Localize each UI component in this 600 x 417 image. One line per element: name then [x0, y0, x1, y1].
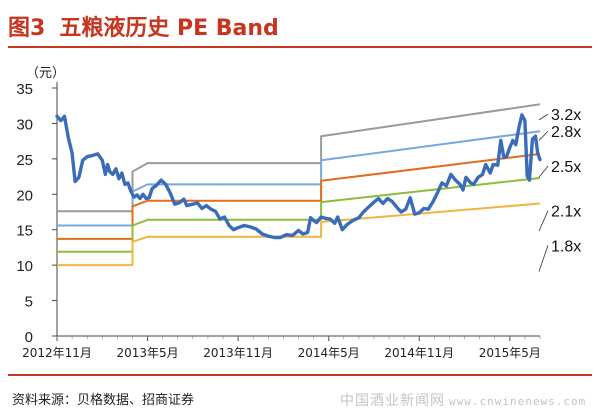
pe-band-line-3-2x [57, 103, 541, 213]
x-tick-label: 2012年11月 [22, 346, 92, 360]
x-tick-label: 2014年11月 [384, 346, 454, 360]
y-axis-unit-label: （元） [26, 66, 66, 81]
y-tick-label: 30 [16, 116, 33, 133]
source-note: 资料来源：贝格数据、招商证券 [12, 393, 195, 408]
y-tick-label: 0 [25, 329, 33, 346]
pe-band-lines [57, 103, 541, 267]
band-label: 1.8x [551, 238, 581, 255]
band-label-leader [538, 165, 549, 178]
band-label: 3.2x [551, 107, 581, 124]
y-tick-label: 10 [16, 258, 33, 275]
watermark-url: www.cnwinenews.com [449, 395, 587, 408]
x-tick-label: 2015年5月 [479, 346, 541, 360]
band-label-leader [538, 130, 549, 141]
band-label-leader [538, 113, 549, 121]
figure-title: 图3 五粮液历史 PE Band [8, 10, 279, 42]
y-tick-label: 15 [16, 223, 33, 240]
price-line-group [55, 113, 542, 240]
axes: 0 5 10 15 20 25 30 35 2012年11月 2013年5月 2013年11月 201… [16, 81, 541, 360]
price-line [55, 113, 542, 240]
figure-title-text: 五粮液历史 PE Band [59, 16, 279, 41]
x-tick-label: 2013年11月 [203, 346, 273, 360]
band-label-leader [538, 245, 549, 272]
band-label-leader [538, 210, 549, 232]
band-label: 2.5x [551, 159, 581, 176]
figure-number: 图3 [8, 16, 46, 41]
source-divider [8, 374, 592, 376]
band-label: 2.1x [551, 204, 581, 221]
title-divider [8, 46, 592, 48]
y-tick-label: 20 [16, 187, 33, 204]
x-tick-label: 2014年5月 [298, 346, 360, 360]
band-label: 2.8x [551, 124, 581, 141]
watermark: 中国酒业新闻网 www.cnwinenews.com [340, 390, 586, 410]
y-tick-label: 5 [25, 294, 33, 311]
x-tick-label: 2013年5月 [116, 346, 178, 360]
pe-band-line-1-8x [57, 202, 541, 267]
y-tick-label: 35 [16, 81, 33, 98]
y-tick-label: 25 [16, 152, 33, 169]
watermark-site: 中国酒业新闻网 [340, 393, 445, 409]
band-labels: 3.2x2.8x 2.5x 2.1x 1.8x [538, 107, 581, 272]
